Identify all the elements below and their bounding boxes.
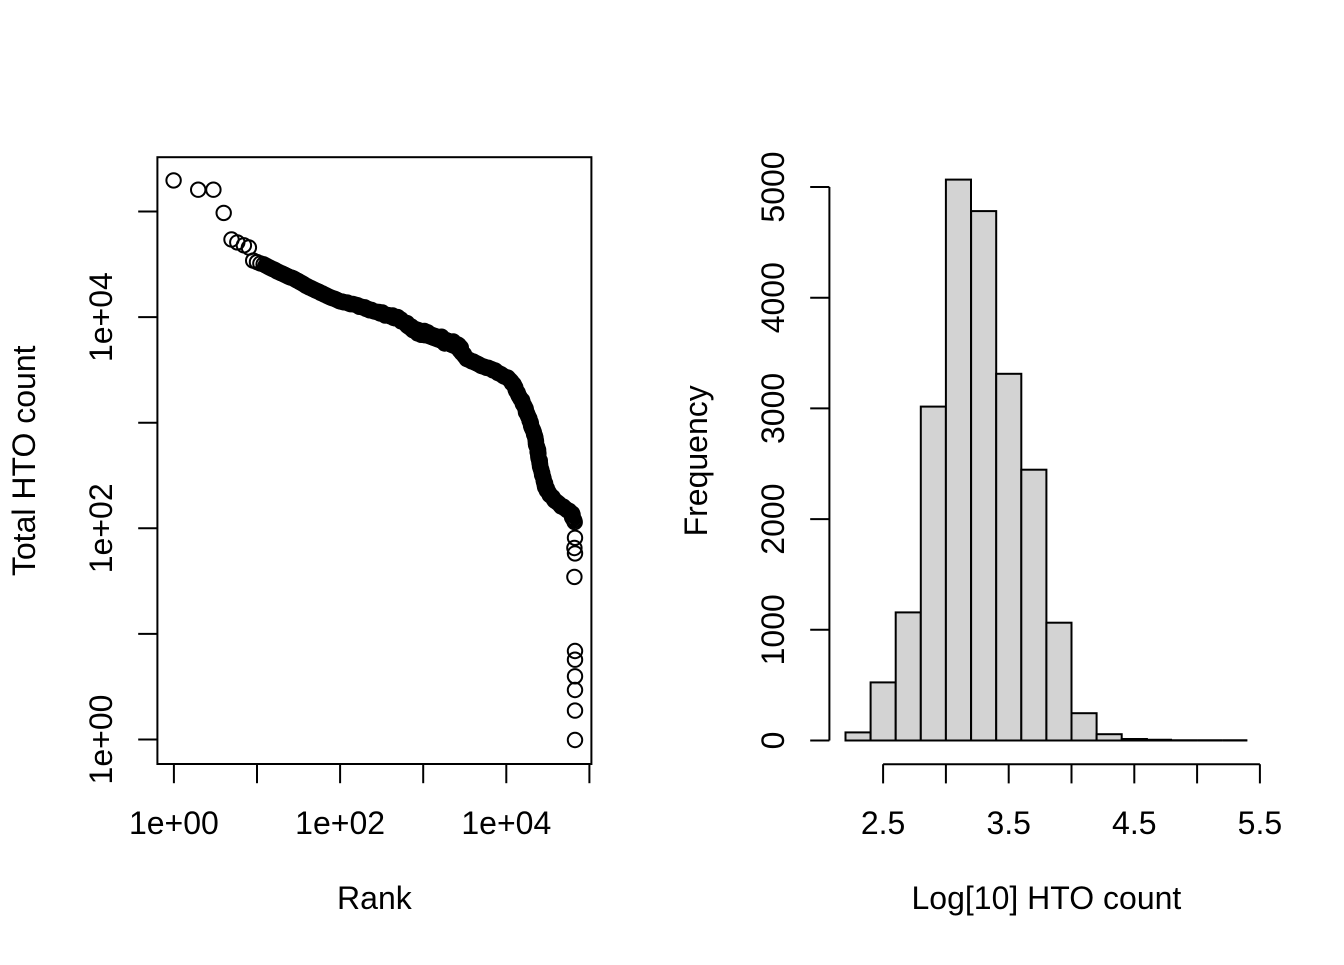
- svg-text:4.5: 4.5: [1112, 805, 1156, 841]
- svg-text:2000: 2000: [755, 484, 791, 555]
- svg-text:1e+04: 1e+04: [83, 272, 119, 362]
- svg-text:1e+02: 1e+02: [295, 805, 385, 841]
- svg-text:Rank: Rank: [337, 880, 413, 916]
- svg-text:4000: 4000: [755, 262, 791, 333]
- svg-text:1000: 1000: [755, 594, 791, 665]
- svg-text:2.5: 2.5: [861, 805, 905, 841]
- svg-text:1e+00: 1e+00: [129, 805, 219, 841]
- svg-text:5000: 5000: [755, 151, 791, 222]
- svg-text:1e+04: 1e+04: [461, 805, 551, 841]
- svg-text:1e+00: 1e+00: [83, 695, 119, 785]
- svg-text:0: 0: [755, 732, 791, 750]
- svg-text:Total HTO count: Total HTO count: [6, 345, 42, 576]
- svg-text:1e+02: 1e+02: [83, 483, 119, 573]
- svg-text:Frequency: Frequency: [678, 385, 714, 536]
- svg-text:Log[10] HTO count: Log[10] HTO count: [912, 880, 1182, 916]
- svg-text:5.5: 5.5: [1238, 805, 1282, 841]
- svg-text:3000: 3000: [755, 373, 791, 444]
- svg-text:3.5: 3.5: [986, 805, 1030, 841]
